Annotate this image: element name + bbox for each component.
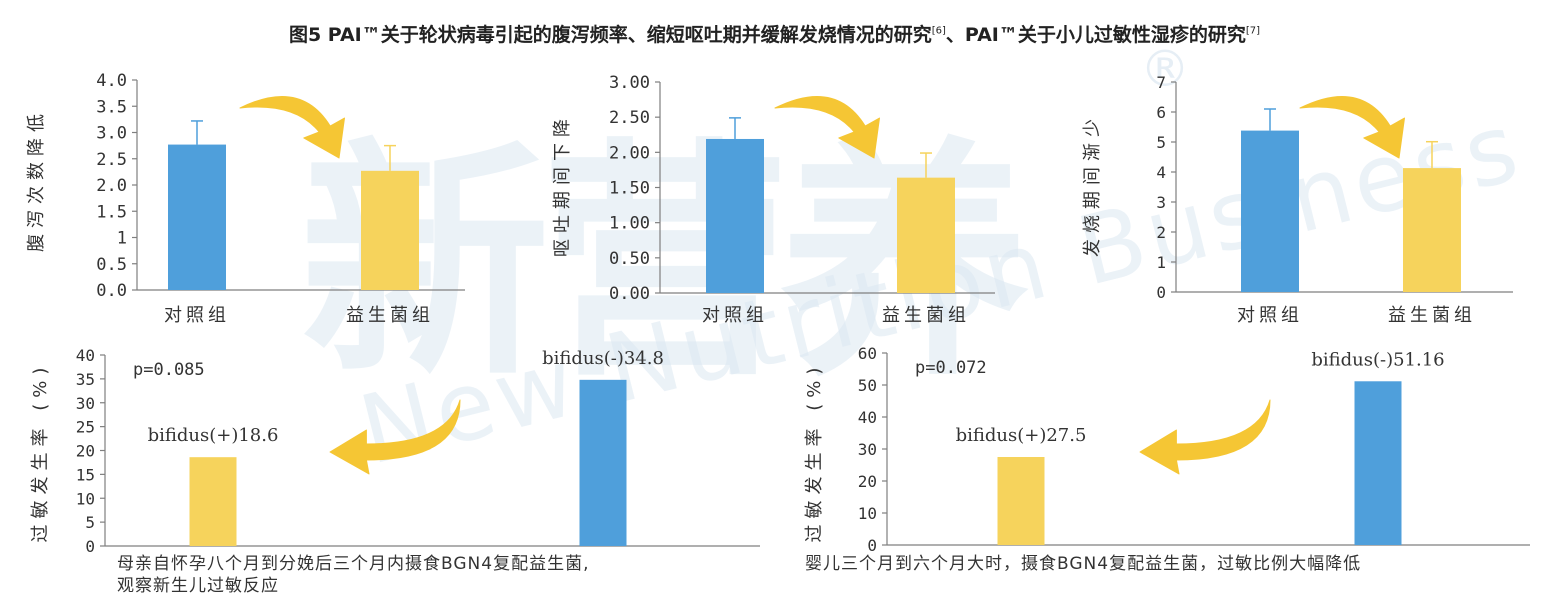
y-tick-label: 20	[76, 442, 95, 461]
y-tick-label: 35	[76, 370, 95, 389]
arrow-icon	[1299, 95, 1405, 159]
y-tick-label: 4.0	[96, 71, 127, 91]
y-tick-label: 1	[1156, 253, 1166, 272]
y-tick-label: 15	[76, 465, 95, 484]
data-label: bifidus(+)27.5	[956, 425, 1087, 446]
y-tick-label: 30	[858, 440, 877, 459]
category-label: 益生菌组	[1388, 305, 1476, 326]
category-label: 对照组	[1237, 305, 1303, 326]
data-label: bifidus(-)34.8	[542, 348, 664, 369]
y-tick-label: 6	[1156, 103, 1166, 122]
y-tick-label: 10	[858, 504, 877, 523]
y-tick-label: 40	[858, 408, 877, 427]
bar	[1403, 168, 1461, 292]
bar	[168, 144, 226, 290]
y-tick-label: 3.0	[96, 124, 127, 144]
y-tick-label: 1	[117, 229, 127, 249]
category-label: 益生菌组	[346, 305, 434, 326]
bar	[1241, 130, 1299, 292]
chart-5: 0 10 20 30 40 50 60 过敏发生率 (%) bifidus(+)27.5 bifi…	[804, 344, 1530, 555]
figure-title: 图5 PAI™关于轮状病毒引起的腹泻频率、缩短呕吐期并缓解发烧情况的研究[6]、…	[288, 24, 1261, 46]
y-tick-label: 0.50	[609, 249, 650, 269]
y-tick-label: 5	[85, 513, 95, 532]
y-tick-label: 2.5	[96, 150, 127, 170]
bar	[997, 457, 1045, 545]
category-label: 对照组	[702, 305, 768, 326]
y-tick-label: 50	[858, 376, 877, 395]
bar	[706, 138, 764, 293]
y-axis-label: 过敏发生率 (%)	[30, 362, 51, 543]
y-tick-label: 25	[76, 418, 95, 437]
data-label: bifidus(-)51.16	[1311, 349, 1444, 370]
bar	[579, 379, 627, 546]
category-label: 对照组	[164, 305, 230, 326]
bar	[1354, 381, 1402, 545]
y-tick-label: 0.0	[96, 281, 127, 301]
data-label: bifidus(+)18.6	[148, 425, 279, 446]
arrow-icon	[1139, 399, 1271, 475]
y-tick-label: 7	[1156, 73, 1166, 92]
p-value-annotation: p=0.072	[915, 358, 987, 378]
p-value-annotation: p=0.085	[133, 360, 205, 380]
y-tick-label: 0	[1156, 283, 1166, 302]
y-tick-label: 0	[85, 537, 95, 556]
bar	[897, 177, 955, 293]
y-tick-label: 1.00	[609, 214, 650, 234]
y-axis-label: 呕吐期间下降	[552, 113, 573, 257]
y-tick-label: 1.5	[96, 202, 127, 222]
arrow-icon	[774, 95, 880, 159]
y-axis-label: 发烧期间渐少	[1082, 113, 1103, 257]
y-tick-label: 60	[858, 344, 877, 363]
y-axis-label: 腹泻次数降低	[26, 108, 47, 252]
y-tick-label: 3.5	[96, 97, 127, 117]
caption-right-line1: 婴儿三个月到六个月大时，摄食BGN4复配益生菌，过敏比例大幅降低	[805, 554, 1362, 574]
bar	[189, 457, 237, 546]
y-tick-label: 1.50	[609, 179, 650, 199]
y-tick-label: 3	[1156, 193, 1166, 212]
y-tick-label: 5	[1156, 133, 1166, 152]
arrow-icon	[239, 95, 345, 159]
arrow-icon	[329, 399, 461, 475]
y-tick-label: 0.00	[609, 284, 650, 304]
y-tick-label: 4	[1156, 163, 1166, 182]
chart-4: 0 5 10 15 20 25 30 35 40 过敏发生率 (%) bifidus(+)18.6 b…	[30, 346, 760, 556]
y-tick-label: 20	[858, 472, 877, 491]
caption-left-line1: 母亲自怀孕八个月到分娩后三个月内摄食BGN4复配益生菌,	[117, 554, 590, 574]
bar	[361, 170, 419, 290]
y-tick-label: 2.50	[609, 108, 650, 128]
category-label: 益生菌组	[882, 305, 970, 326]
y-tick-label: 3.00	[609, 73, 650, 93]
caption-left-line2: 观察新生儿过敏反应	[117, 576, 279, 596]
y-tick-label: 30	[76, 394, 95, 413]
y-tick-label: 2.0	[96, 176, 127, 196]
y-axis-label: 过敏发生率 (%)	[804, 362, 825, 543]
y-tick-label: 0.5	[96, 255, 127, 275]
y-tick-label: 0	[867, 536, 877, 555]
y-tick-label: 10	[76, 489, 95, 508]
caption-left: 母亲自怀孕八个月到分娩后三个月内摄食BGN4复配益生菌, 观察新生儿过敏反应	[117, 553, 589, 597]
y-tick-label: 40	[76, 346, 95, 365]
caption-right: 婴儿三个月到六个月大时，摄食BGN4复配益生菌，过敏比例大幅降低	[805, 553, 1361, 575]
y-tick-label: 2.00	[609, 143, 650, 163]
y-tick-label: 2	[1156, 223, 1166, 242]
